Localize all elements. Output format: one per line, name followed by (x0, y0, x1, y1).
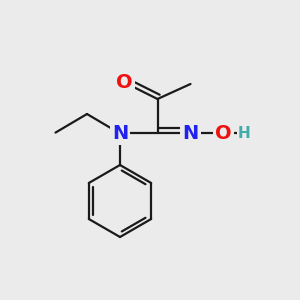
Text: N: N (182, 124, 199, 143)
Text: O: O (215, 124, 232, 143)
Text: N: N (112, 124, 128, 143)
Text: H: H (238, 126, 251, 141)
Text: O: O (116, 73, 133, 92)
